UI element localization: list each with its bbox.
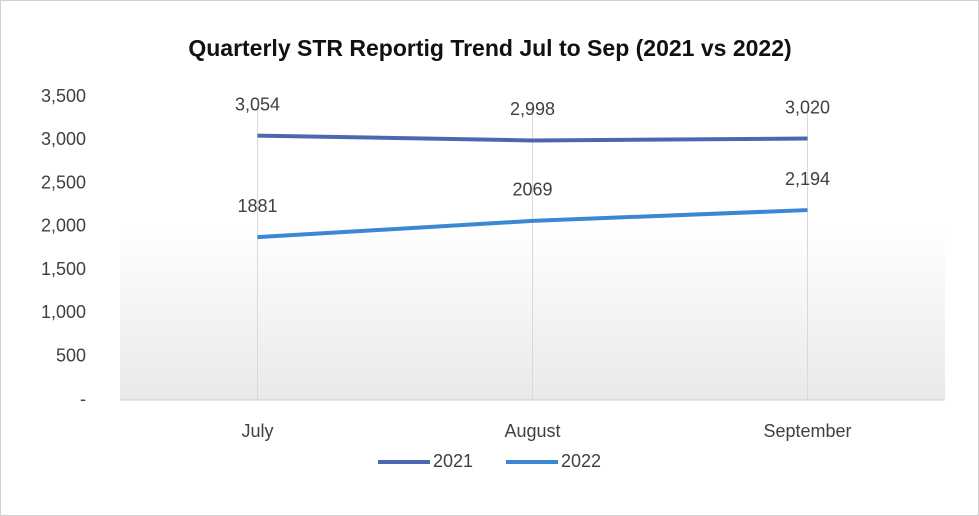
data-label: 2069 bbox=[512, 180, 552, 200]
x-tick-label: July bbox=[241, 421, 273, 441]
chart-title: Quarterly STR Reportig Trend Jul to Sep … bbox=[188, 35, 791, 61]
data-label: 2,194 bbox=[785, 169, 830, 189]
data-label: 3,054 bbox=[235, 94, 280, 114]
y-tick-label: 1,000 bbox=[41, 302, 86, 322]
data-label: 2,998 bbox=[510, 99, 555, 119]
legend-label: 2021 bbox=[433, 451, 473, 471]
x-tick-label: September bbox=[763, 421, 851, 441]
y-tick-label: 3,500 bbox=[41, 86, 86, 106]
y-tick-label: 2,000 bbox=[41, 216, 86, 236]
y-tick-label: 2,500 bbox=[41, 172, 86, 192]
series-line bbox=[257, 133, 808, 143]
data-label: 3,020 bbox=[785, 97, 830, 117]
data-label: 1881 bbox=[237, 196, 277, 216]
y-tick-label: 3,000 bbox=[41, 129, 86, 149]
series-line bbox=[257, 208, 808, 240]
y-tick-label: 1,500 bbox=[41, 259, 86, 279]
y-tick-label: 500 bbox=[56, 345, 86, 365]
legend-label: 2022 bbox=[561, 451, 601, 471]
x-tick-label: August bbox=[504, 421, 560, 441]
y-tick-label: - bbox=[80, 389, 86, 409]
